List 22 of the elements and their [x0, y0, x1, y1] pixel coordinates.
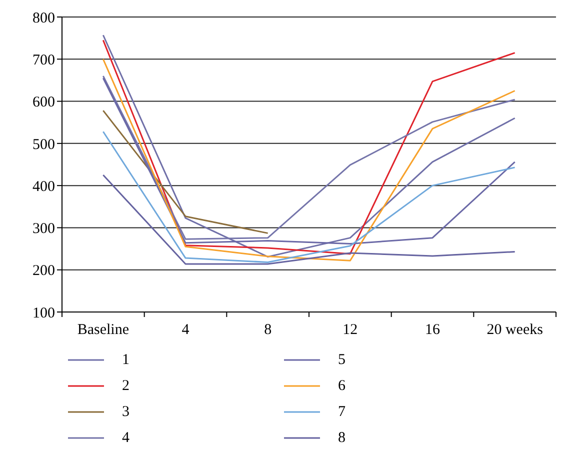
x-tick-label: 20 weeks	[486, 322, 544, 338]
legend-label: 2	[122, 378, 130, 394]
y-tick-label: 800	[32, 10, 55, 26]
legend-label: 8	[338, 430, 346, 446]
x-tick-label: 4	[182, 322, 190, 338]
x-tick-label: 16	[425, 322, 440, 338]
y-tick-label: 600	[32, 94, 55, 111]
legend-label: 6	[338, 378, 346, 394]
legend-label: 1	[122, 352, 130, 368]
y-tick-label: 200	[32, 263, 55, 280]
x-tick-label: Baseline	[77, 322, 130, 338]
y-tick-label: 400	[32, 178, 55, 195]
legend-label: 4	[122, 430, 130, 446]
legend-label: 7	[338, 404, 346, 420]
y-tick-label: 100	[32, 305, 55, 322]
y-tick-label: 300	[32, 221, 55, 238]
y-tick-label: 500	[32, 136, 55, 153]
legend-label: 3	[122, 404, 130, 420]
x-tick-label: 8	[264, 322, 272, 338]
legend-label: 5	[338, 352, 346, 368]
y-tick-label: 700	[32, 52, 55, 68]
x-tick-label: 12	[342, 322, 358, 338]
